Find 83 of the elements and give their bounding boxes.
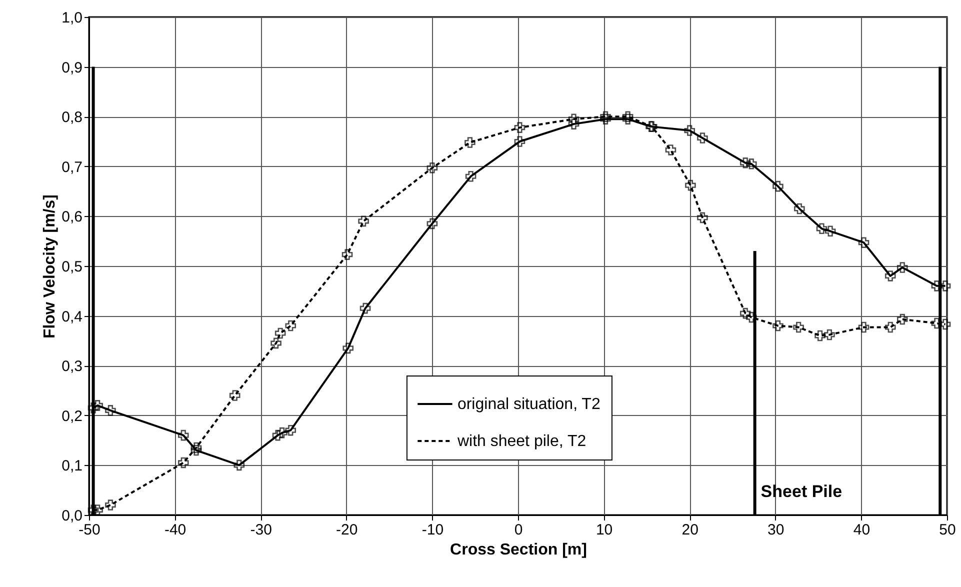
y-tick-label: 0,5 (62, 258, 82, 276)
point (285, 320, 296, 332)
point (178, 430, 189, 441)
point (190, 444, 202, 456)
y-tick-label: 1,0 (62, 10, 82, 26)
x-tick-label: -20 (336, 522, 358, 538)
point (794, 203, 805, 214)
point (697, 132, 708, 144)
point (342, 249, 353, 260)
x-tick-label: 30 (768, 522, 784, 538)
point (270, 338, 282, 349)
point (665, 144, 676, 156)
point (746, 312, 757, 323)
point (272, 430, 284, 441)
y-tick-label: 0,8 (62, 109, 82, 126)
y-tick-label: 0,2 (62, 408, 82, 425)
point (229, 390, 240, 401)
point (622, 114, 634, 124)
x-tick-label: 40 (853, 522, 870, 538)
point (426, 218, 438, 230)
legend-label: with sheet pile, T2 (456, 433, 586, 450)
point (740, 308, 751, 319)
x-tick-label: -40 (164, 522, 186, 538)
x-tick-label: -50 (78, 522, 100, 538)
point (884, 322, 896, 333)
point (740, 158, 751, 168)
y-tick-label: 0,0 (62, 508, 82, 524)
point (814, 330, 826, 342)
point (514, 122, 526, 133)
point (600, 111, 611, 122)
y-tick-label: 0,3 (62, 358, 82, 376)
point (568, 114, 580, 124)
y-tick-label: 0,1 (62, 458, 82, 475)
point (178, 457, 189, 468)
y-axis-title: Flow Velocity [m/s] (42, 194, 59, 339)
point (816, 223, 828, 234)
point (858, 322, 870, 333)
y-tick-label: 0,6 (62, 208, 82, 226)
x-tick-label: 0 (514, 522, 523, 538)
point (824, 226, 836, 237)
point (772, 180, 784, 192)
point (824, 329, 835, 340)
point (360, 302, 371, 314)
point (772, 320, 784, 332)
point (342, 342, 354, 354)
x-tick-label: -10 (422, 522, 444, 538)
point (234, 460, 245, 471)
point (600, 114, 611, 124)
point (685, 180, 696, 191)
point (88, 402, 99, 414)
point (793, 322, 804, 333)
point (464, 137, 476, 148)
point (884, 270, 896, 282)
point (426, 162, 438, 174)
y-tick-label: 0,4 (62, 308, 82, 326)
point (105, 500, 116, 510)
point (684, 125, 695, 136)
y-tick-label: 0,9 (62, 59, 82, 76)
point (858, 237, 870, 248)
point (746, 158, 757, 170)
point (190, 442, 202, 454)
point (358, 216, 369, 227)
point (465, 170, 476, 182)
point (285, 424, 296, 436)
point (931, 280, 942, 292)
point (697, 212, 708, 224)
point (105, 405, 116, 416)
point (276, 427, 288, 438)
point (88, 504, 99, 516)
legend-label: original situation, T2 (457, 396, 600, 414)
point (896, 262, 908, 273)
x-tick-label: 50 (939, 522, 956, 538)
x-tick-label: 10 (596, 522, 613, 538)
x-tick-label: -30 (250, 522, 272, 538)
point (568, 118, 580, 130)
x-axis-title: Cross Section [m] (450, 542, 587, 558)
point (274, 328, 286, 339)
point (896, 314, 908, 325)
point (514, 136, 526, 147)
point (622, 111, 634, 122)
y-tick-label: 0,7 (62, 158, 82, 176)
point (931, 318, 942, 329)
x-tick-label: 20 (682, 522, 698, 538)
